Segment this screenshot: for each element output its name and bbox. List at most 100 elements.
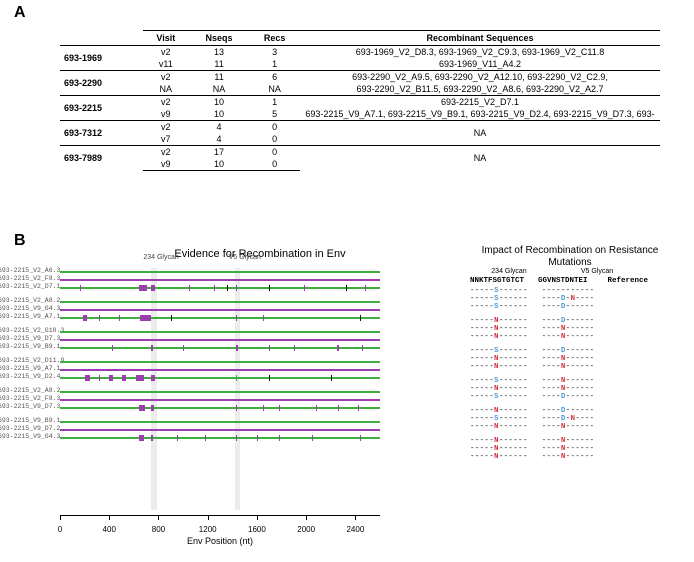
table-cell: NA xyxy=(143,83,189,96)
seq-row-label: 693-2215_V2_A6.3 xyxy=(0,267,60,274)
seq-mark xyxy=(139,285,148,291)
table-cell-recseq: 693-2215_V2_D7.1 xyxy=(300,96,660,109)
table-cell: 10 xyxy=(189,158,249,171)
align-row: -----N----------N------ xyxy=(470,437,680,445)
table-cell: 11 xyxy=(189,58,249,71)
seq-mark xyxy=(257,435,258,441)
seq-row: 693-2215_V9_A7.1 xyxy=(60,314,380,322)
table-a: VisitNseqsRecsRecombinant Sequences 693-… xyxy=(60,30,660,171)
seq-row-label: 693-2215_V9_B9.1 xyxy=(0,417,60,424)
table-cell-recseq: NA xyxy=(300,146,660,171)
seq-baseline xyxy=(60,279,380,281)
seq-mark xyxy=(236,405,237,411)
seq-row: 693-2215_V2_A8.2 xyxy=(60,388,380,396)
seq-mark xyxy=(338,405,339,411)
seq-row: 693-2215_V9_D2.4 xyxy=(60,374,380,382)
table-cell: v2 xyxy=(143,146,189,159)
seq-mark xyxy=(151,345,152,351)
seq-row-label: 693-2215_V2_F8.3 xyxy=(0,395,60,402)
table-col-header: Recs xyxy=(249,31,300,46)
seq-row-label: 693-2215_V2_A8.2 xyxy=(0,297,60,304)
align-title: Impact of Recombination on Resistance Mu… xyxy=(460,245,680,269)
seq-baseline xyxy=(60,331,380,333)
table-cell: v2 xyxy=(143,71,189,84)
seq-row-label: 693-2215_V2_G10.3 xyxy=(0,327,64,334)
table-cell: 10 xyxy=(189,96,249,109)
table-col-header: Visit xyxy=(143,31,189,46)
table-row: v11111693-1969_V11_A4.2 xyxy=(60,58,660,71)
seq-mark xyxy=(269,285,270,291)
table-cell: 1 xyxy=(249,58,300,71)
seq-baseline xyxy=(60,301,380,303)
align-row: -----N----------D------ xyxy=(470,317,680,325)
table-cell-recseq: 693-2215_V9_A7.1, 693-2215_V9_B9.1, 693-… xyxy=(300,108,660,121)
glycan-label: V5 Glycan xyxy=(215,254,275,261)
align-row: -----N----------N------ xyxy=(470,325,680,333)
table-cell: 5 xyxy=(249,108,300,121)
table-row: v9105693-2215_V9_A7.1, 693-2215_V9_B9.1,… xyxy=(60,108,660,121)
table-cell: v7 xyxy=(143,133,189,146)
seq-row-label: 693-2215_V9_D2.4 xyxy=(0,373,60,380)
seq-row: 693-2215_V9_D7.3 xyxy=(60,336,380,344)
align-col-label: V5 Glycan xyxy=(562,268,632,275)
seq-mark xyxy=(214,285,215,291)
seq-row: 693-2215_V2_G10.3 xyxy=(60,328,380,336)
panel-a-label: A xyxy=(14,4,26,22)
seq-mark xyxy=(139,435,144,441)
seq-row: 693-2215_V2_A8.2 xyxy=(60,298,380,306)
x-tick-label: 400 xyxy=(103,525,116,534)
seq-baseline xyxy=(60,347,380,349)
seq-baseline xyxy=(60,391,380,393)
seq-baseline xyxy=(60,317,380,319)
seq-mark xyxy=(337,345,339,351)
seq-mark xyxy=(360,435,361,441)
seq-row-label: 693-2215_V2_F8.3 xyxy=(0,275,60,282)
seq-row: 693-2215_V9_B9.1 xyxy=(60,418,380,426)
seq-mark xyxy=(85,375,90,381)
seq-mark xyxy=(294,345,295,351)
seq-mark xyxy=(112,345,113,351)
table-col-header: Nseqs xyxy=(189,31,249,46)
table-cell-recseq: 693-1969_V11_A4.2 xyxy=(300,58,660,71)
align-ref-row: NNKTFSGTGTCTGGVNSTDNTEIReference xyxy=(470,277,680,285)
seq-mark xyxy=(316,405,317,411)
seq-mark xyxy=(358,405,359,411)
align-row: -----N----------N------ xyxy=(470,423,680,431)
x-tick-label: 0 xyxy=(58,525,62,534)
group-id: 693-2290 xyxy=(60,71,143,96)
seq-baseline xyxy=(60,369,380,371)
seq-mark xyxy=(312,435,313,441)
seq-mark xyxy=(331,375,332,381)
table-cell: 0 xyxy=(249,146,300,159)
table-col-header: Recombinant Sequences xyxy=(300,31,660,46)
seq-mark xyxy=(362,345,363,351)
x-tick-label: 800 xyxy=(152,525,165,534)
seq-mark xyxy=(189,285,190,291)
group-id: 693-7312 xyxy=(60,121,143,146)
seq-mark xyxy=(269,375,270,381)
seq-baseline xyxy=(60,377,380,379)
seq-mark xyxy=(80,285,81,291)
table-row: 693-2290v2116693-2290_V2_A9.5, 693-2290_… xyxy=(60,71,660,84)
seq-row: 693-2215_V9_D7.3 xyxy=(60,404,380,412)
seq-row-label: 693-2215_V9_D7.2 xyxy=(0,425,60,432)
align-row: -----S----------N------ xyxy=(470,377,680,385)
seq-row-label: 693-2215_V9_D7.3 xyxy=(0,403,60,410)
table-row: 693-7989v2170NA xyxy=(60,146,660,159)
seq-mark xyxy=(151,375,155,381)
align-row: -----S----------D-N---- xyxy=(470,295,680,303)
align-row: -----S----------D------ xyxy=(470,303,680,311)
seq-mark xyxy=(263,405,264,411)
seq-baseline xyxy=(60,407,380,409)
align-row: -----S----------D------ xyxy=(470,393,680,401)
seq-mark xyxy=(171,315,172,321)
seq-baseline xyxy=(60,287,380,289)
seq-baseline xyxy=(60,309,380,311)
table-cell: 0 xyxy=(249,121,300,134)
table-cell: v9 xyxy=(143,158,189,171)
seq-mark xyxy=(140,315,151,321)
seq-baseline xyxy=(60,437,380,439)
seq-row-label: 693-2215_V9_A7.1 xyxy=(0,313,60,320)
seq-mark xyxy=(279,405,280,411)
align-row: -----N----------N------ xyxy=(470,363,680,371)
